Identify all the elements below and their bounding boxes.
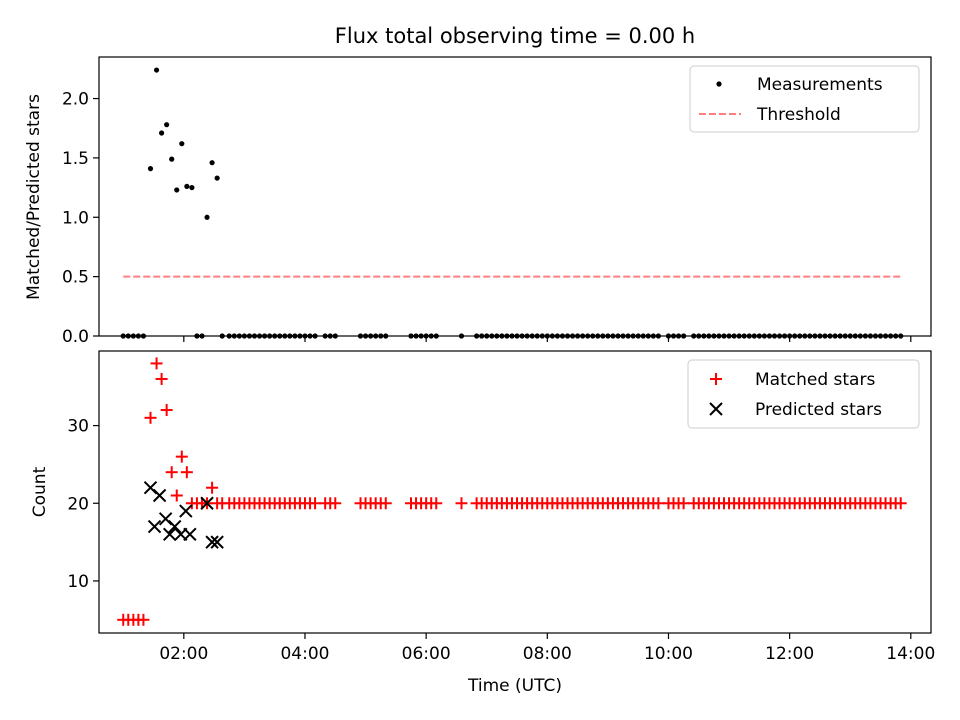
predicted-star-point (152, 488, 167, 503)
bottom-panel: 10 20 30 02:00 04:00 06:00 08:00 10:00 12:00 14:0… (30, 350, 935, 696)
top-y-tick-label: 0.5 (62, 268, 89, 288)
measurement-point (214, 175, 220, 181)
measurement-point (209, 160, 215, 166)
measurement-point (184, 183, 190, 190)
top-y-tick-label: 0.0 (62, 327, 89, 347)
matched-star-point (309, 497, 322, 510)
top-y-tick-label: 1.0 (62, 208, 89, 228)
x-tick-label: 14:00 (886, 644, 935, 664)
predicted-star-point (147, 519, 162, 534)
top-panel: 0.00.51.01.52.0 Matched/Predicted stars … (24, 56, 932, 347)
bottom-plot-marks (117, 357, 907, 626)
bottom-y-tick-label: 10 (67, 572, 89, 592)
measurement-point (174, 187, 180, 193)
bottom-legend-box (687, 359, 920, 429)
matched-star-point (170, 489, 183, 502)
measurement-point (153, 67, 160, 73)
top-legend: Measurements Threshold (689, 65, 920, 133)
bottom-axes-frame (98, 350, 932, 634)
legend-predicted-label: Predicted stars (755, 400, 882, 420)
predicted-star-point (179, 504, 193, 518)
legend-measurements-marker (716, 81, 722, 87)
matched-star-point (206, 481, 219, 494)
predicted-star-point (205, 535, 219, 549)
legend-matched-label: Matched stars (755, 370, 875, 390)
matched-star-point (150, 357, 163, 370)
x-tick-label: 04:00 (280, 644, 329, 664)
predicted-star-point (210, 535, 224, 549)
matched-star-point (430, 497, 443, 510)
legend-predicted-marker (709, 402, 723, 416)
matched-star-point (160, 404, 173, 417)
measurement-point (179, 141, 185, 147)
matched-star-point (329, 497, 342, 510)
matched-star-point (180, 466, 193, 479)
matched-star-point (652, 497, 665, 510)
x-tick-label: 02:00 (159, 644, 208, 664)
top-legend-box (689, 65, 920, 133)
top-y-axis-label: Matched/Predicted stars (24, 94, 44, 300)
predicted-star-point (183, 527, 197, 542)
matched-star-point (379, 497, 392, 510)
top-y-tick-labels: 0.0 0.5 1.0 1.5 2.0 (62, 90, 912, 347)
legend-threshold-label: Threshold (756, 105, 841, 125)
bottom-tick-labels: 10 20 30 02:00 04:00 06:00 08:00 10:00 12:00 14:0… (67, 417, 935, 664)
matched-star-point (455, 497, 468, 510)
top-axes-frame (98, 56, 932, 337)
legend-measurements-label: Measurements (757, 75, 883, 95)
bottom-legend: Matched stars Predicted stars (687, 359, 920, 429)
matched-star-point (155, 372, 168, 385)
top-y-tick-label: 1.5 (62, 149, 89, 169)
x-tick-label: 12:00 (765, 644, 814, 664)
matched-star-point (165, 466, 178, 479)
predicted-star-point (162, 527, 177, 542)
bottom-y-axis-label: Count (30, 466, 50, 517)
matched-star-point (677, 497, 690, 510)
matched-star-point (144, 411, 157, 424)
bottom-y-tick-label: 20 (67, 494, 89, 514)
matched-star-point (175, 450, 188, 463)
matched-star-point (894, 497, 907, 510)
predicted-star-point (168, 519, 182, 534)
x-tick-label: 10:00 (644, 644, 693, 664)
bottom-y-tick-label: 30 (67, 417, 89, 437)
x-tick-label: 06:00 (402, 644, 451, 664)
predicted-star-point (200, 496, 214, 510)
measurement-point (147, 166, 154, 172)
measurement-point (169, 156, 175, 162)
measurement-point (204, 214, 210, 220)
figure-title: Flux total observing time = 0.00 h (335, 24, 695, 48)
measurement-point (164, 122, 170, 128)
measurement-point (159, 130, 165, 136)
matched-star-point (137, 613, 150, 626)
measurement-point (189, 184, 195, 191)
top-y-tick-label: 2.0 (62, 90, 89, 110)
x-axis-label: Time (UTC) (467, 676, 562, 696)
x-tick-label: 08:00 (523, 644, 572, 664)
legend-matched-marker (710, 373, 722, 385)
